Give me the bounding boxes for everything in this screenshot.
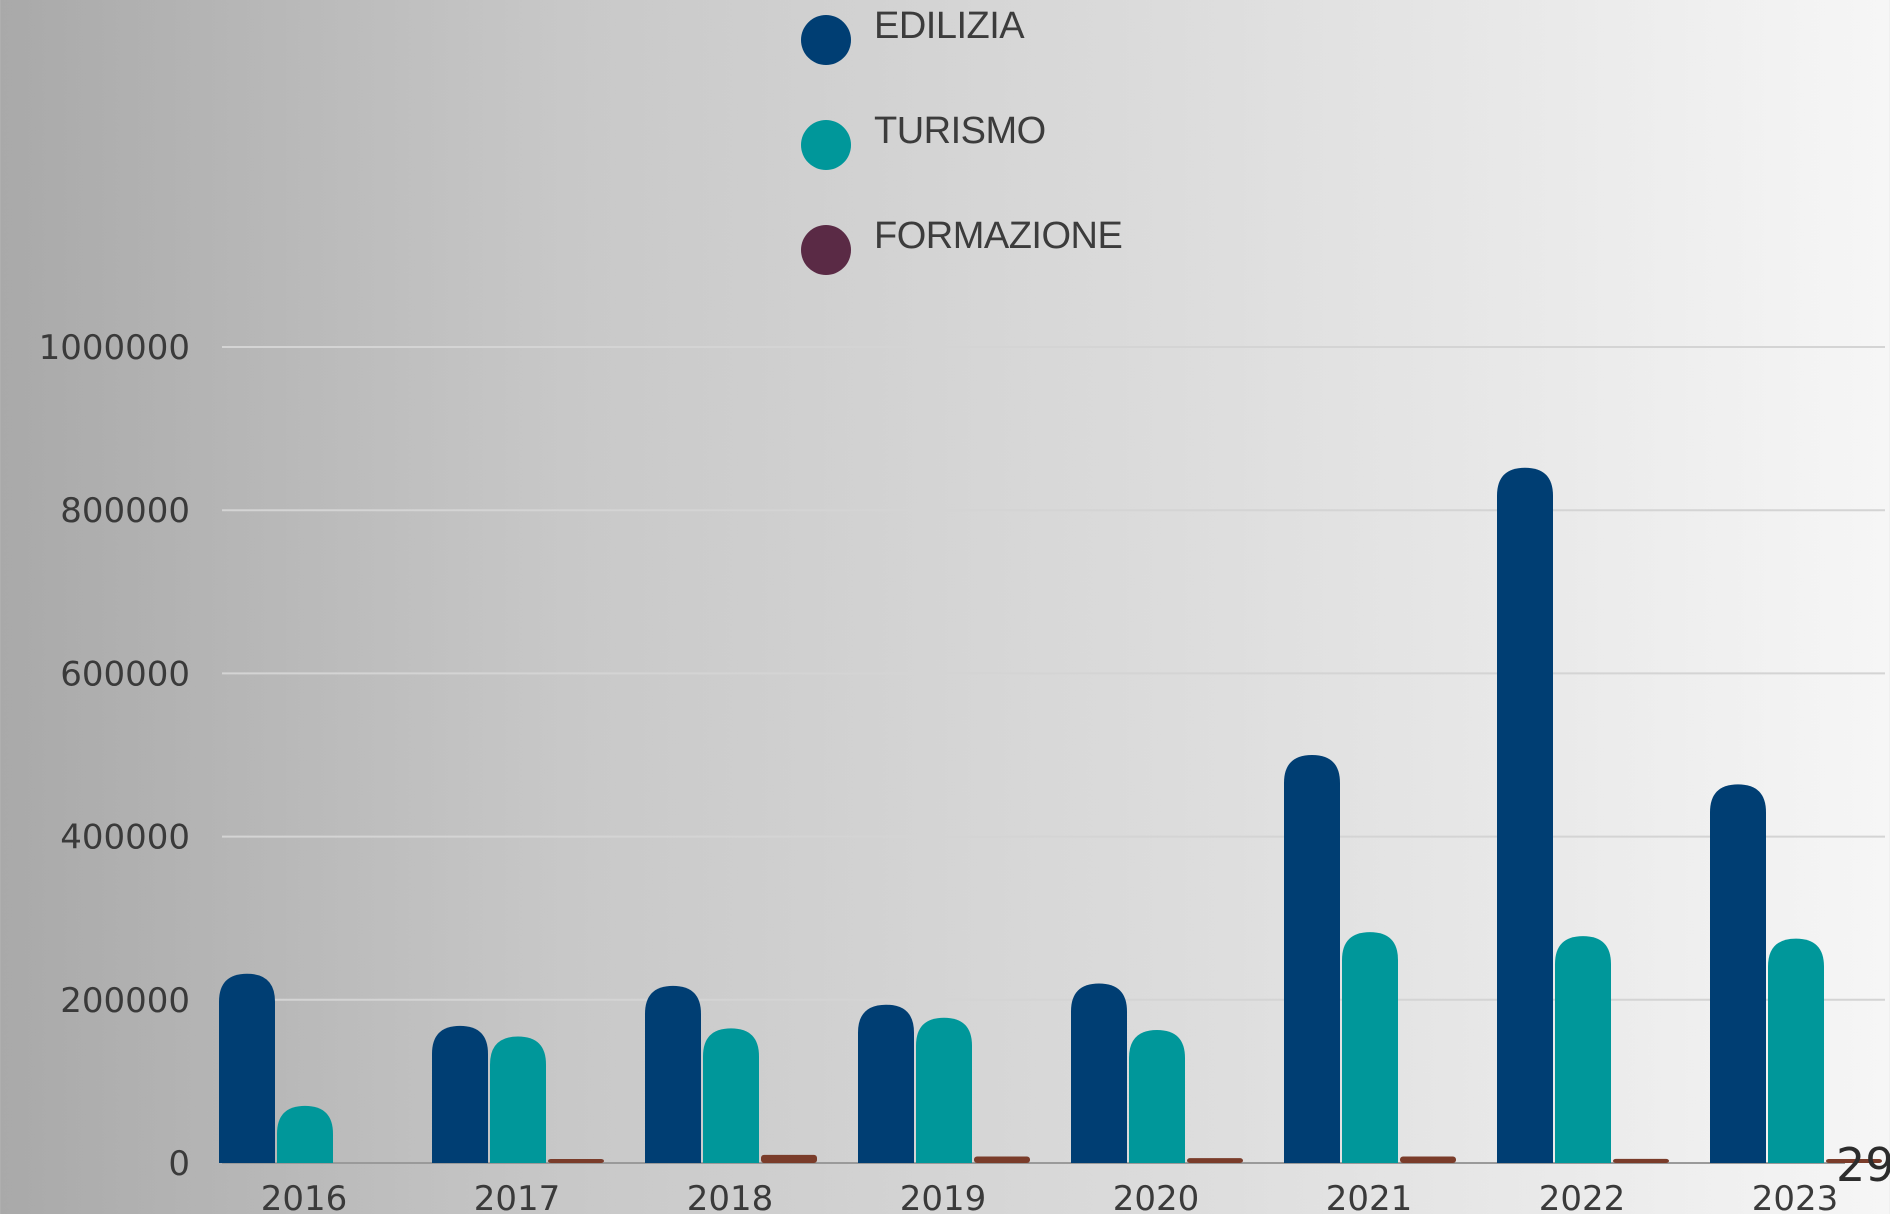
- legend-label-formazione: FORMAZIONE: [874, 215, 1122, 257]
- bar-turismo-2017: [490, 1036, 546, 1163]
- x-tick-label: 2022: [1539, 1179, 1626, 1214]
- legend-swatch-formazione: [801, 225, 851, 275]
- bar-turismo-2022: [1555, 936, 1611, 1163]
- bar-turismo-2018: [703, 1028, 759, 1163]
- legend-swatch-edilizia: [801, 15, 851, 65]
- bar-formazione-2023: [1826, 1159, 1882, 1163]
- page-number: 29: [1836, 1138, 1890, 1192]
- bar-edilizia-2018: [645, 985, 701, 1163]
- y-tick-label: 1000000: [39, 328, 190, 368]
- bar-formazione-2017: [548, 1159, 604, 1163]
- legend-label-turismo: TURISMO: [874, 110, 1046, 152]
- bar-formazione-2021: [1400, 1156, 1456, 1163]
- bar-formazione-2019: [974, 1156, 1030, 1163]
- bar-formazione-2022: [1613, 1158, 1669, 1163]
- x-axis: 2016 2017 2018 2019 2020 2021 2022 2023: [261, 1179, 1839, 1214]
- bar-turismo-2020: [1129, 1029, 1185, 1163]
- bar-edilizia-2016: [219, 973, 275, 1163]
- bar-turismo-2016: [277, 1105, 333, 1163]
- bar-turismo-2019: [916, 1017, 972, 1163]
- x-tick-label: 2016: [261, 1179, 348, 1214]
- x-tick-label: 2019: [900, 1179, 987, 1214]
- bar-edilizia-2017: [432, 1025, 488, 1163]
- y-tick-label: 0: [168, 1144, 190, 1184]
- bar-edilizia-2022: [1497, 467, 1553, 1163]
- legend-swatch-turismo: [801, 120, 851, 170]
- bars: [219, 467, 1882, 1163]
- bar-edilizia-2019: [858, 1004, 914, 1163]
- bar-edilizia-2020: [1071, 983, 1127, 1163]
- y-axis: 0 200000 400000 600000 800000 1000000: [39, 328, 190, 1184]
- x-tick-label: 2017: [474, 1179, 561, 1214]
- bar-edilizia-2021: [1284, 755, 1340, 1163]
- bar-turismo-2021: [1342, 932, 1398, 1163]
- y-tick-label: 600000: [60, 654, 190, 694]
- y-tick-label: 200000: [60, 981, 190, 1021]
- bar-turismo-2023: [1768, 938, 1824, 1163]
- legend: EDILIZIA TURISMO FORMAZIONE: [801, 5, 1123, 275]
- legend-label-edilizia: EDILIZIA: [874, 5, 1025, 47]
- y-tick-label: 400000: [60, 818, 190, 858]
- x-tick-label: 2020: [1113, 1179, 1200, 1214]
- bar-formazione-2020: [1187, 1158, 1243, 1163]
- x-tick-label: 2018: [687, 1179, 774, 1214]
- bar-edilizia-2023: [1710, 784, 1766, 1163]
- bar-formazione-2018: [761, 1154, 817, 1163]
- x-tick-label: 2021: [1326, 1179, 1413, 1214]
- x-tick-label: 2023: [1752, 1179, 1839, 1214]
- y-tick-label: 800000: [60, 491, 190, 531]
